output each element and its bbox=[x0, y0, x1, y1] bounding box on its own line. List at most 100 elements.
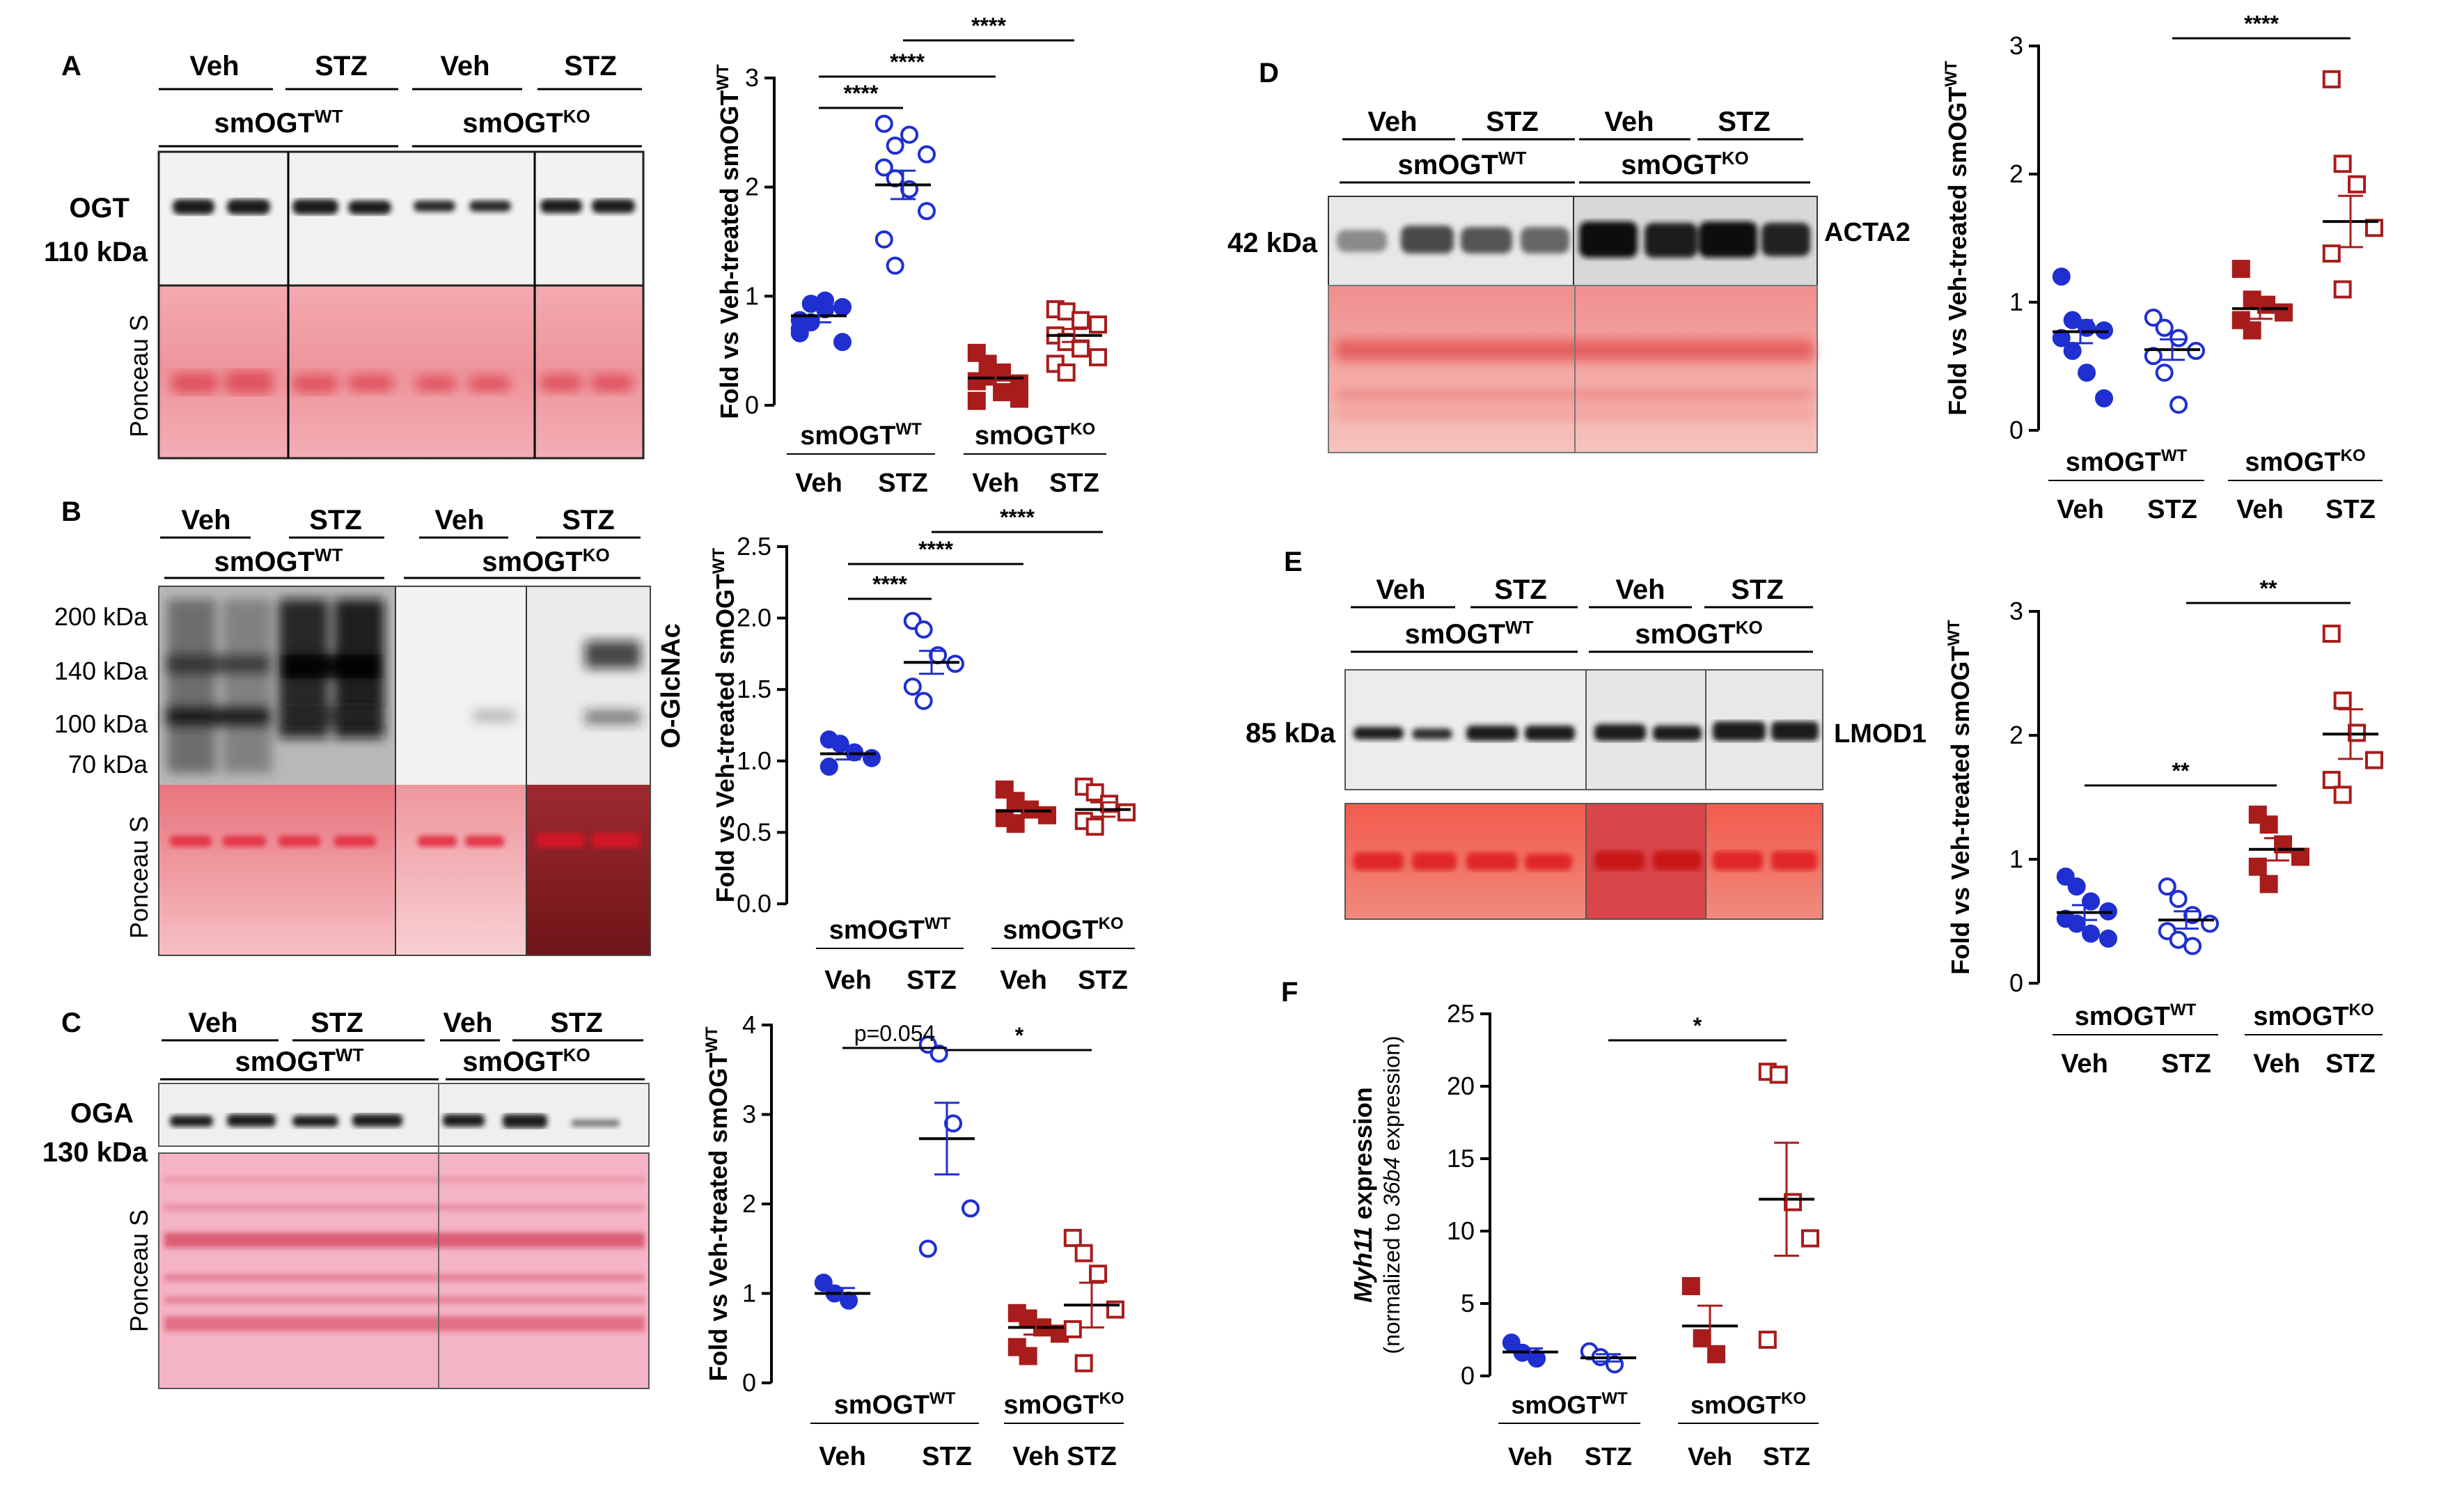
data-point bbox=[2333, 785, 2352, 804]
lane-label: Veh bbox=[1367, 107, 1417, 137]
lane-label: Veh bbox=[1376, 574, 1425, 605]
data-point bbox=[1707, 1345, 1726, 1363]
y-tick-label: 5 bbox=[1461, 1289, 1475, 1317]
y-tick-label: 3 bbox=[742, 1100, 756, 1129]
y-tick-label: 25 bbox=[1447, 999, 1475, 1028]
panel-d-chart: 0 1 2 3 Fold vs Veh-treated smOGTWT **** smOGT… bbox=[1942, 11, 2383, 524]
x-treatment-label: Veh bbox=[819, 1442, 866, 1471]
data-point bbox=[2063, 341, 2082, 360]
data-point bbox=[2333, 691, 2352, 710]
significance-label: **** bbox=[971, 13, 1006, 38]
x-genotype-label: smOGTWT bbox=[1511, 1389, 1628, 1419]
ponceau-label: Ponceau S bbox=[125, 816, 153, 939]
y-tick-label: 0.5 bbox=[737, 817, 771, 846]
genotype-label: smOGTKO bbox=[462, 1044, 590, 1077]
data-point bbox=[790, 320, 809, 338]
data-point bbox=[2275, 303, 2293, 322]
y-tick-label: 3 bbox=[2009, 31, 2023, 60]
data-point bbox=[2158, 877, 2176, 896]
data-point bbox=[2259, 875, 2278, 893]
kda-label: 140 kDa bbox=[54, 657, 148, 685]
significance-label: **** bbox=[872, 572, 907, 597]
x-treatment-label: STZ bbox=[922, 1442, 972, 1471]
lane-label: Veh bbox=[1604, 107, 1654, 137]
x-treatment-label: Veh bbox=[1000, 966, 1047, 995]
data-point bbox=[2201, 914, 2219, 933]
x-genotype-label: smOGTWT bbox=[2066, 446, 2188, 477]
y-axis-label-2: (normalized to 36b4 expression) bbox=[1379, 1035, 1404, 1354]
data-point bbox=[914, 620, 933, 639]
data-point bbox=[2082, 924, 2101, 943]
x-genotype-label: smOGTKO bbox=[1003, 914, 1123, 945]
data-point bbox=[1010, 389, 1028, 408]
y-tick-label: 10 bbox=[1447, 1216, 1475, 1245]
data-point bbox=[1072, 339, 1090, 358]
ponceau-image bbox=[159, 785, 395, 955]
data-point bbox=[2365, 751, 2383, 769]
data-point bbox=[2169, 329, 2188, 347]
x-treatment-label: Veh bbox=[2061, 1049, 2108, 1079]
y-axis-label: Fold vs Veh-treated smOGTWT bbox=[703, 1026, 732, 1381]
panel-f-letter: F bbox=[1281, 977, 1298, 1008]
data-point bbox=[2333, 155, 2352, 173]
genotype-label: smOGTWT bbox=[214, 545, 343, 577]
x-treatment-label: STZ bbox=[907, 966, 957, 995]
lane-label: STZ bbox=[1731, 574, 1784, 605]
significance-label: * bbox=[1015, 1023, 1024, 1048]
y-tick-label: 2.5 bbox=[737, 532, 771, 561]
ogt-blot-image bbox=[157, 150, 645, 287]
y-tick-label: 0 bbox=[1461, 1361, 1475, 1390]
ogt-bands bbox=[173, 199, 635, 214]
lane-label: STZ bbox=[562, 505, 615, 535]
protein-label: LMOD1 bbox=[1834, 719, 1927, 749]
data-point bbox=[2155, 363, 2174, 382]
data-point bbox=[1063, 1320, 1082, 1338]
data-point bbox=[833, 298, 852, 316]
data-point bbox=[2248, 857, 2267, 876]
data-point bbox=[962, 1199, 980, 1218]
data-point bbox=[2348, 175, 2367, 194]
oglcnac-blot-ko2 bbox=[526, 586, 650, 785]
data-point bbox=[914, 691, 933, 710]
kda-label: 200 kDa bbox=[54, 602, 148, 631]
data-point bbox=[2259, 815, 2278, 834]
data-point bbox=[900, 125, 919, 144]
y-tick-label: 1 bbox=[2009, 845, 2023, 873]
x-treatment-label: Veh bbox=[1688, 1442, 1732, 1471]
data-point bbox=[874, 158, 893, 177]
x-treatment-label: STZ bbox=[2147, 495, 2197, 524]
genotype-label: smOGTKO bbox=[482, 545, 609, 577]
ponceau-image bbox=[1328, 285, 1818, 453]
x-genotype-label: smOGTWT bbox=[829, 914, 951, 945]
x-treatment-label: Veh bbox=[2057, 495, 2104, 524]
protein-label: ACTA2 bbox=[1824, 218, 1910, 247]
lane-label: STZ bbox=[1486, 107, 1539, 137]
y-tick-label: 1.5 bbox=[737, 675, 771, 703]
data-point bbox=[946, 655, 964, 673]
x-treatment-label: STZ bbox=[1049, 469, 1099, 498]
genotype-label: smOGTWT bbox=[1405, 617, 1534, 650]
lane-label: STZ bbox=[550, 1008, 603, 1038]
data-point bbox=[874, 230, 893, 249]
y-tick-label: 2 bbox=[745, 173, 759, 201]
data-point bbox=[918, 145, 936, 164]
data-point bbox=[2243, 321, 2261, 340]
lane-label: Veh bbox=[1615, 574, 1665, 605]
protein-label: O-GlcNAc bbox=[657, 623, 686, 748]
y-tick-label: 2.0 bbox=[737, 604, 771, 632]
y-axis-label: Fold vs Veh-treated smOGTWT bbox=[709, 547, 739, 902]
data-point bbox=[944, 1114, 963, 1133]
data-point bbox=[1085, 783, 1104, 801]
y-tick-label: 4 bbox=[742, 1010, 756, 1039]
y-tick-label: 1.0 bbox=[737, 746, 771, 775]
data-point bbox=[874, 114, 893, 133]
data-point bbox=[2052, 267, 2071, 286]
lane-label: Veh bbox=[188, 1008, 237, 1038]
y-tick-label: 0.0 bbox=[737, 889, 771, 918]
significance-label: **** bbox=[918, 537, 953, 562]
kda-label: 42 kDa bbox=[1227, 228, 1318, 258]
data-point bbox=[1006, 815, 1025, 833]
x-genotype-label: smOGTKO bbox=[1003, 1389, 1124, 1420]
data-point bbox=[1019, 1347, 1037, 1365]
